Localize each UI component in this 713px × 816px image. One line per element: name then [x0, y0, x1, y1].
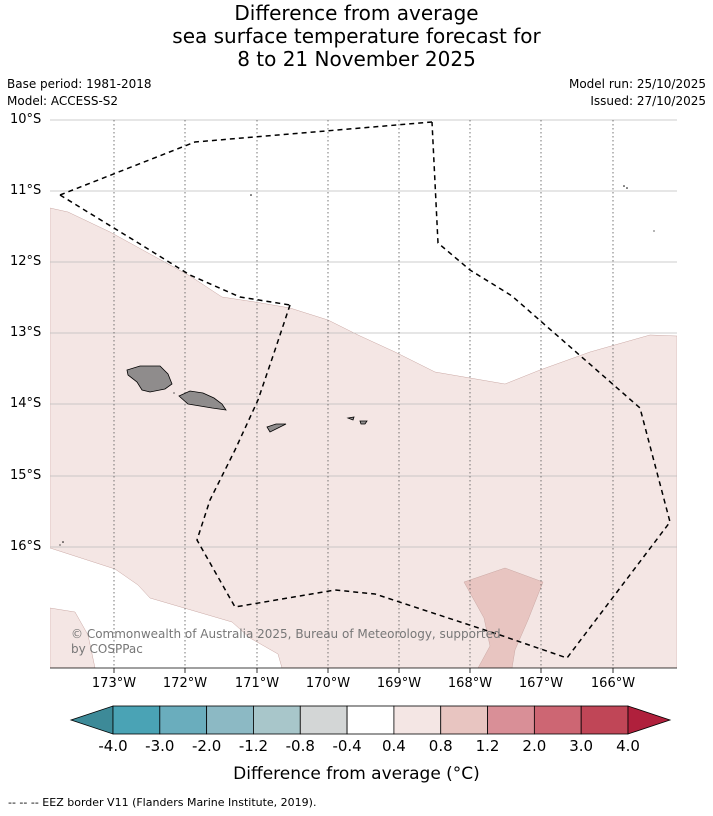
lat-label-15s: 15°S: [10, 468, 42, 483]
model-run: Model run: 25/10/2025: [568, 77, 706, 91]
colorbar-segment: [393, 705, 442, 735]
lon-label-168w: 168°W: [447, 676, 493, 691]
lon-label-170w: 170°W: [305, 676, 351, 691]
colorbar-extend-low: [69, 705, 114, 735]
eez-footnote: -- -- -- EEZ border V11 (Flanders Marine…: [8, 796, 317, 809]
lon-label-166w: 166°W: [590, 676, 636, 691]
anomaly-region-light: [50, 207, 677, 668]
title-line-2: sea surface temperature forecast for: [172, 24, 541, 48]
colorbar-tick-label: 0.8: [428, 737, 453, 755]
colorbar-tick-label: -2.0: [191, 737, 222, 755]
title-line-1: Difference from average: [234, 1, 479, 25]
lon-label-172w: 172°W: [162, 676, 208, 691]
lat-label-16s: 16°S: [10, 539, 42, 554]
ofu-island: [346, 416, 355, 421]
copyright-line-2: by COSPPac: [71, 642, 143, 656]
lat-label-13s: 13°S: [10, 325, 42, 340]
colorbar-segment: [580, 705, 629, 735]
colorbar-segment: [440, 705, 488, 735]
lon-label-167w: 167°W: [518, 676, 564, 691]
colorbar-tick-label: 2.0: [522, 737, 547, 755]
colorbar-tick-label: -0.4: [332, 737, 362, 755]
tau-island: [359, 420, 368, 425]
colorbar-segment: [346, 705, 395, 735]
eez-borders: [59, 121, 671, 659]
anomaly-region-light-sw: [50, 607, 96, 668]
lat-label-14s: 14°S: [10, 396, 42, 411]
copyright-line-1: © Commonwealth of Australia 2025, Bureau…: [71, 627, 501, 641]
colorbar: [69, 705, 672, 735]
colorbar-tick-label: -3.0: [145, 737, 175, 755]
upolu-island: [178, 390, 227, 411]
lat-label-10s: 10°S: [10, 112, 42, 127]
colorbar-tick-label: -4.0: [98, 737, 128, 755]
colorbar-title: Difference from average (°C): [233, 764, 480, 784]
model-name: Model: ACCESS-S2: [7, 94, 119, 108]
lon-label-171w: 171°W: [234, 676, 280, 691]
base-period: Base period: 1981-2018: [7, 77, 152, 91]
colorbar-tick-label: -0.8: [285, 737, 315, 755]
colorbar-segment: [253, 705, 301, 735]
colorbar-extend-high: [627, 705, 672, 735]
colorbar-segment: [533, 705, 582, 735]
colorbar-tick-label: -1.2: [238, 737, 269, 755]
colorbar-tick-label: 0.4: [381, 737, 406, 755]
colorbar-segment: [299, 705, 348, 735]
copyright-notice: © Commonwealth of Australia 2025, Bureau…: [71, 627, 501, 657]
colorbar-segment: [206, 705, 254, 735]
savaii-island: [126, 365, 173, 393]
anomaly-region-medium: [463, 567, 544, 668]
lon-label-173w: 173°W: [91, 676, 137, 691]
title-line-3: 8 to 21 November 2025: [237, 47, 476, 71]
colorbar-segment: [112, 705, 161, 735]
colorbar-tick-label: 4.0: [616, 737, 640, 755]
issued-date: Issued: 27/10/2025: [590, 94, 706, 108]
colorbar-tick-label: 3.0: [569, 737, 594, 755]
lat-label-11s: 11°S: [10, 183, 42, 198]
lon-label-169w: 169°W: [376, 676, 422, 691]
colorbar-tick-label: 1.2: [475, 737, 500, 755]
grid-lines: [50, 119, 677, 548]
colorbar-segment: [487, 705, 535, 735]
colorbar-segment: [159, 705, 208, 735]
tutuila-island: [266, 423, 287, 433]
land-islands: [126, 365, 368, 433]
lat-label-12s: 12°S: [10, 254, 42, 269]
